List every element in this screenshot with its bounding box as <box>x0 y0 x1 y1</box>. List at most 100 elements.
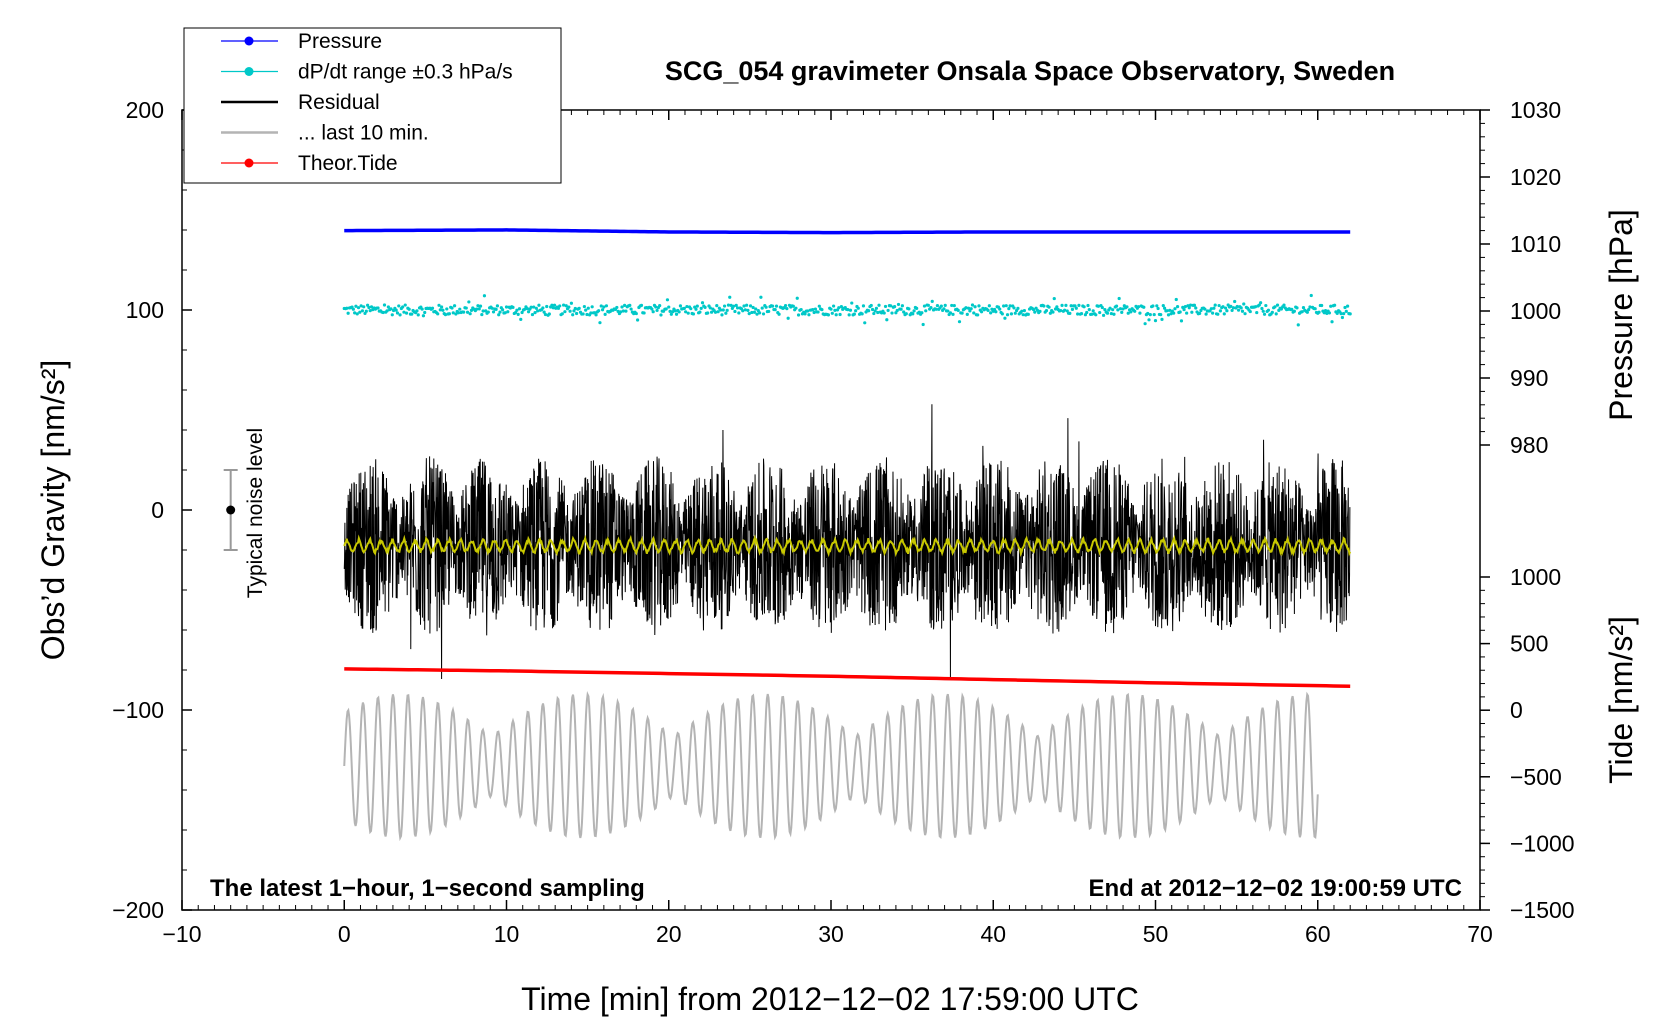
dpdt-point <box>817 304 821 308</box>
dpdt-point <box>600 308 605 312</box>
dpdt-point <box>494 307 498 312</box>
y-tick-label-left: −100 <box>112 697 164 723</box>
dpdt-point <box>1042 304 1046 308</box>
dpdt-point <box>713 310 718 314</box>
dpdt-point <box>668 309 672 314</box>
dpdt-point <box>664 307 668 311</box>
dpdt-point <box>1230 308 1234 313</box>
dpdt-point <box>1009 312 1014 316</box>
dpdt-point <box>726 303 731 307</box>
legend-item: Theor.Tide <box>221 152 398 175</box>
dpdt-point <box>1198 311 1202 315</box>
legend-label: Pressure <box>298 30 382 53</box>
dpdt-point <box>484 309 488 313</box>
dpdt-point <box>1059 308 1063 313</box>
dpdt-point <box>1333 303 1337 307</box>
dpdt-point <box>929 305 933 310</box>
dpdt-point <box>899 307 903 311</box>
dpdt-point <box>1160 317 1164 322</box>
dpdt-point <box>1013 311 1017 315</box>
dpdt-point <box>1002 304 1006 308</box>
dpdt-point <box>1035 308 1039 312</box>
dpdt-point <box>1339 312 1343 316</box>
y-axis-title-pressure: Pressure [hPa] <box>1603 209 1639 421</box>
dpdt-point <box>385 309 389 313</box>
dpdt-point <box>1069 304 1073 308</box>
dpdt-point <box>722 304 727 308</box>
dpdt-point <box>852 312 856 316</box>
dpdt-point <box>1218 309 1222 313</box>
legend: Pressure dP/dt range ±0.3 hPa/s Residual..… <box>183 27 562 184</box>
residual-series-line <box>343 404 1351 680</box>
dpdt-point <box>436 312 440 316</box>
dpdt-point <box>1239 306 1243 310</box>
dpdt-point <box>523 307 527 311</box>
dpdt-point <box>389 307 393 311</box>
dpdt-point <box>873 309 877 313</box>
dpdt-point <box>650 307 654 311</box>
dpdt-point <box>743 308 747 312</box>
dpdt-point <box>1240 309 1245 313</box>
dpdt-point <box>1305 310 1309 314</box>
dpdt-point <box>1085 310 1089 315</box>
dpdt-series-points <box>342 293 1352 327</box>
dpdt-point <box>598 321 602 325</box>
pressure-tick-label: 990 <box>1510 365 1548 391</box>
x-tick-label: 70 <box>1467 921 1493 947</box>
legend-label: ... last 10 min. <box>298 122 429 145</box>
dpdt-point <box>777 312 781 316</box>
dpdt-point <box>604 304 609 308</box>
dpdt-point <box>639 303 644 308</box>
x-tick-label: 0 <box>338 921 351 947</box>
dpdt-point <box>515 308 519 312</box>
dpdt-point <box>986 308 990 312</box>
dpdt-point <box>1012 306 1016 310</box>
bottom-left-note: The latest 1−hour, 1−second sampling <box>210 875 645 902</box>
x-tick-label: 40 <box>980 921 1006 947</box>
dpdt-point <box>816 310 820 314</box>
x-tick-label: 60 <box>1305 921 1331 947</box>
dpdt-point <box>407 307 411 311</box>
dpdt-point <box>1125 305 1129 309</box>
dpdt-point <box>826 313 831 317</box>
dpdt-point <box>590 305 594 309</box>
dpdt-point <box>1204 312 1208 316</box>
dpdt-point <box>1156 306 1160 311</box>
dpdt-point <box>685 304 689 309</box>
dpdt-point <box>1308 305 1312 309</box>
dpdt-point <box>360 309 365 313</box>
dpdt-point <box>950 303 954 308</box>
dpdt-point <box>402 310 406 314</box>
dpdt-point <box>716 310 720 314</box>
dpdt-point <box>567 305 571 309</box>
dpdt-point <box>584 308 588 312</box>
dpdt-point <box>1257 303 1261 307</box>
dpdt-point <box>534 306 538 310</box>
dpdt-point <box>545 304 549 309</box>
dpdt-point <box>1020 309 1024 313</box>
dpdt-point <box>724 311 728 315</box>
dpdt-point <box>481 309 485 313</box>
dpdt-point <box>703 305 707 309</box>
dpdt-point <box>691 312 696 316</box>
dpdt-point <box>758 311 762 315</box>
dpdt-point <box>935 303 940 308</box>
dpdt-point <box>1300 310 1304 314</box>
dpdt-point <box>755 312 759 316</box>
dpdt-point <box>1138 311 1142 315</box>
dpdt-point <box>1261 309 1265 313</box>
pressure-tick-label: 1030 <box>1510 97 1561 123</box>
dpdt-point <box>729 303 733 308</box>
dpdt-point <box>1108 306 1112 310</box>
dpdt-point <box>586 306 590 310</box>
dpdt-point <box>1188 303 1193 307</box>
residual-smoothed-series-line <box>343 534 1352 558</box>
dpdt-point <box>734 303 738 307</box>
dpdt-point <box>796 313 801 317</box>
dpdt-point <box>620 305 624 309</box>
dpdt-point <box>404 311 409 315</box>
dpdt-point <box>1346 304 1350 308</box>
dpdt-point <box>1301 305 1306 310</box>
dpdt-point <box>551 306 555 310</box>
dpdt-point <box>353 311 357 315</box>
